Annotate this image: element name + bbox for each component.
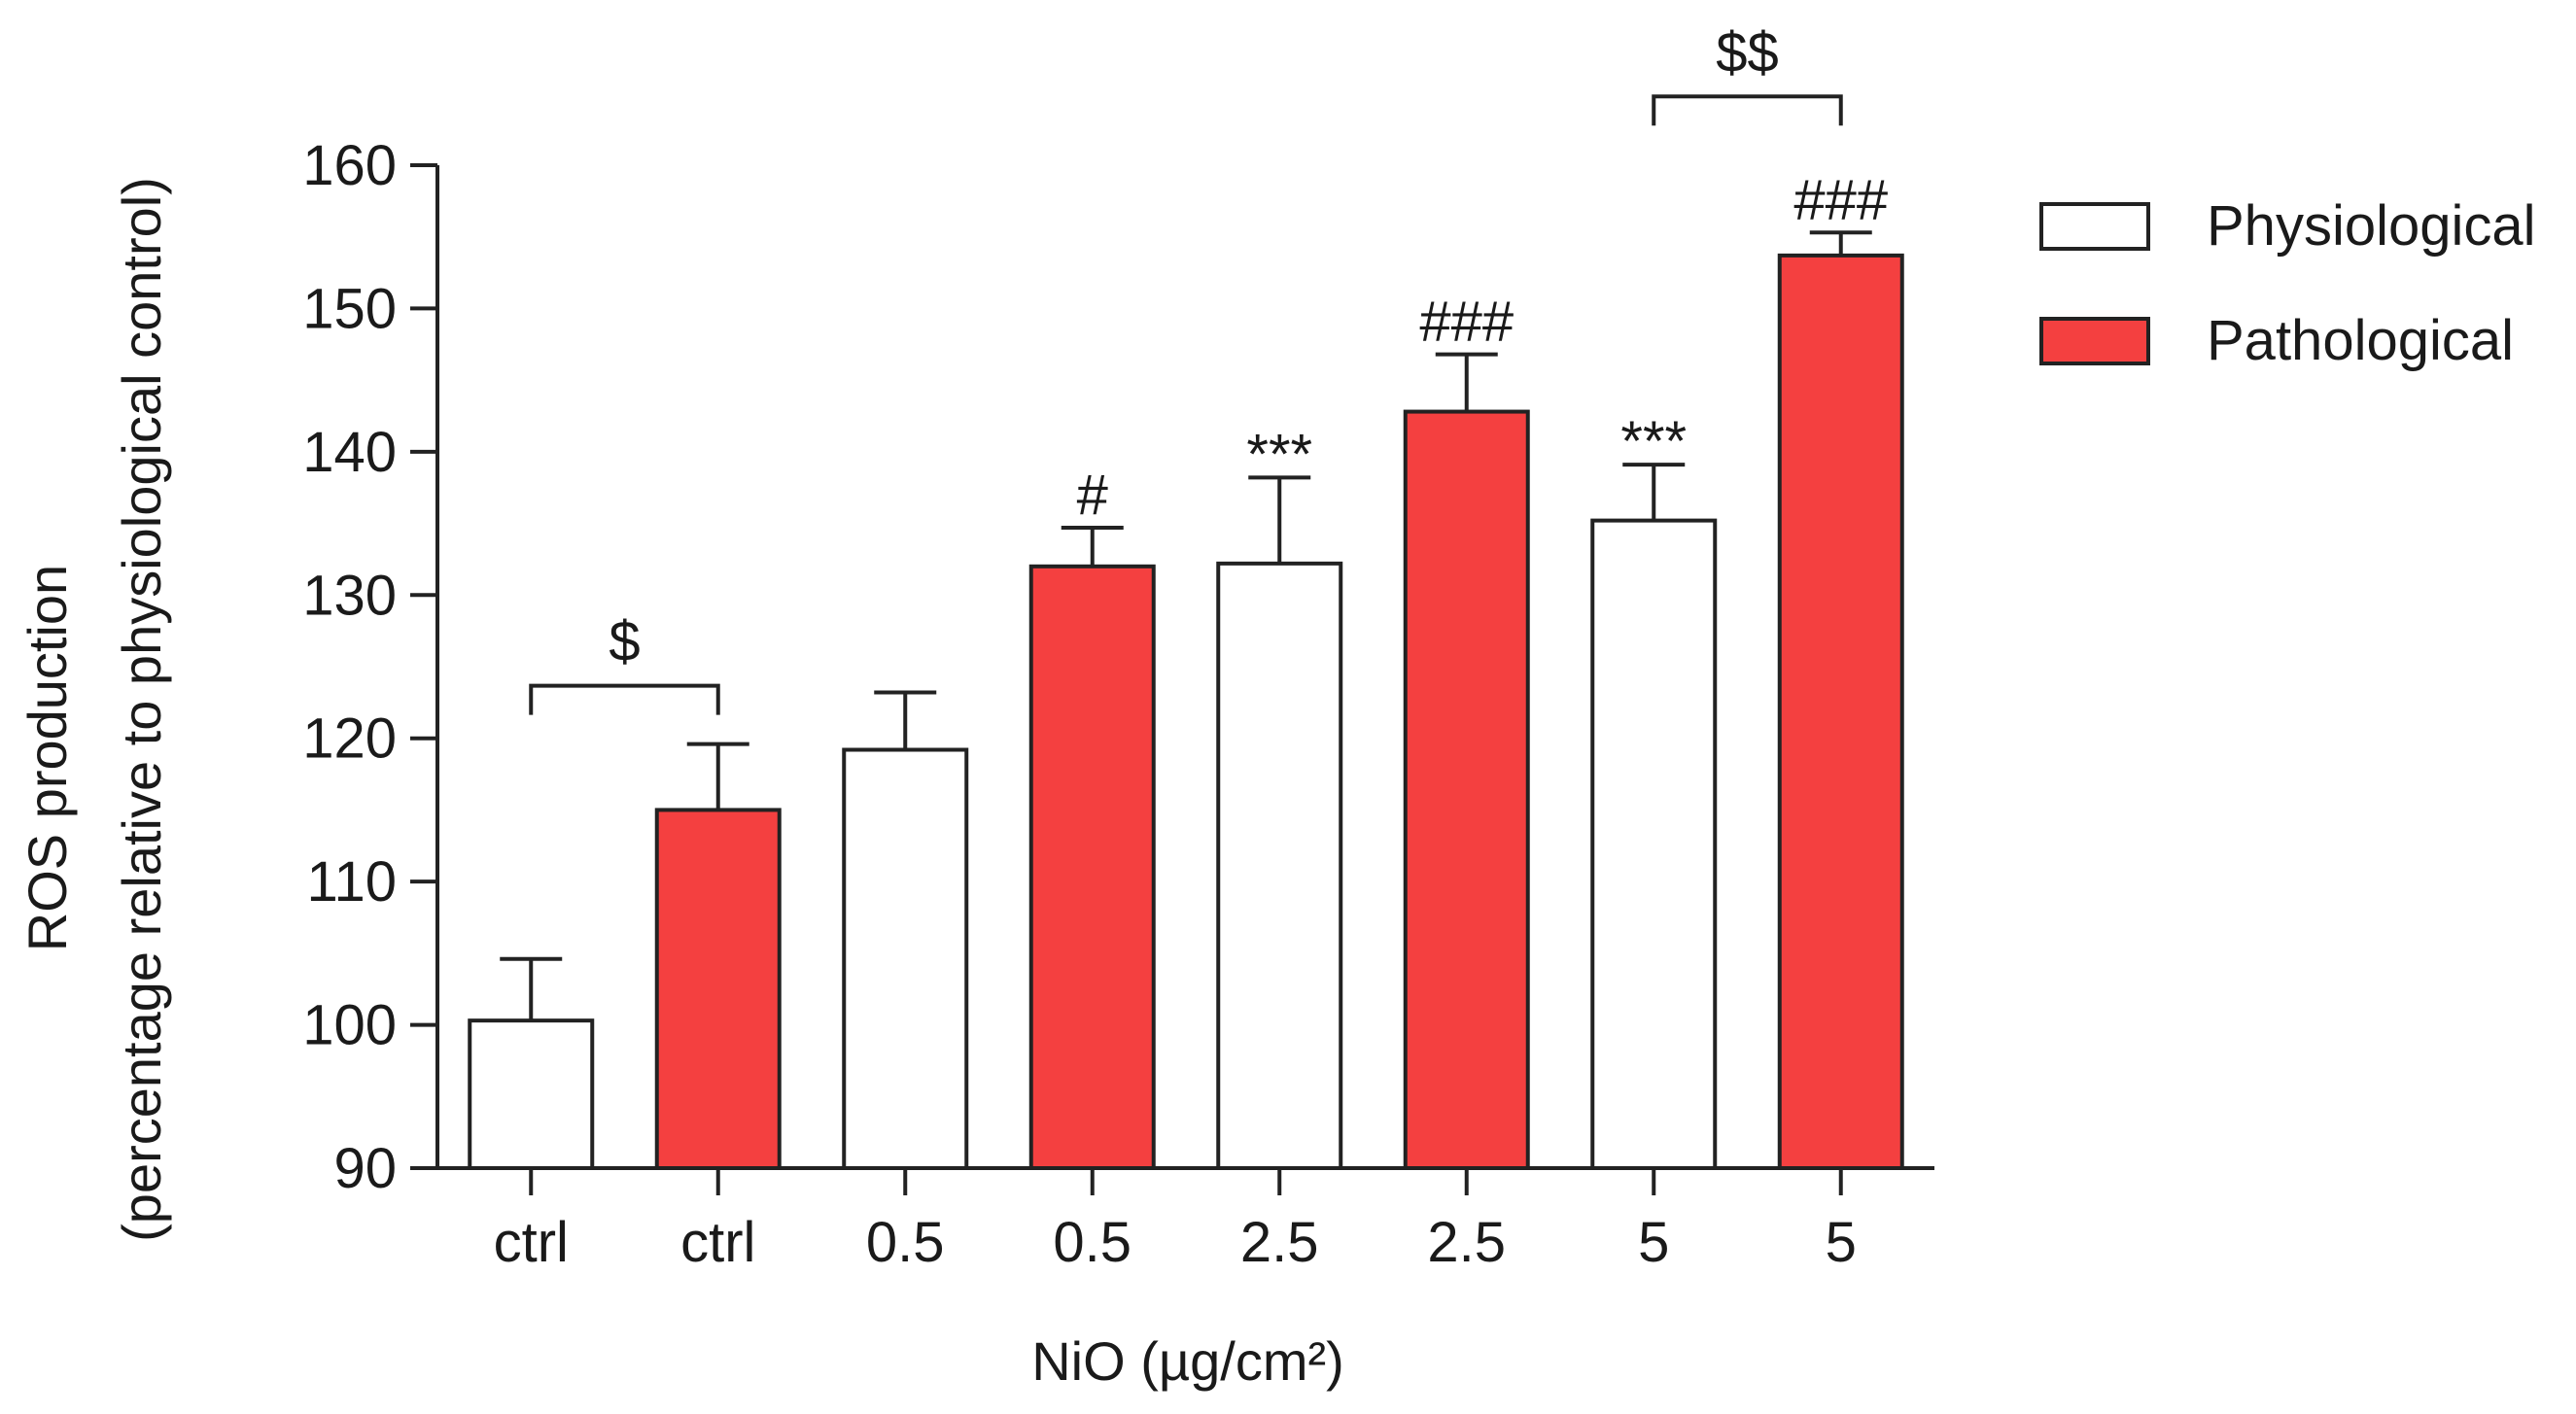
y-axis-title-line2: (percentage relative to physiological co… [111, 177, 172, 1242]
significance-annotations: #***###***###$$$ [529, 20, 1888, 715]
x-tick-label: 0.5 [1053, 1211, 1131, 1274]
legend-label-physiological: Physiological [2207, 194, 2536, 258]
x-tick-label: 0.5 [866, 1211, 945, 1274]
bar-pathological-ctrl [654, 808, 782, 1171]
y-tick-label: 140 [302, 421, 397, 484]
y-axis-title-line1: ROS production [17, 565, 78, 951]
comparison-bracket [1652, 94, 1843, 126]
significance-label: *** [1246, 423, 1312, 486]
x-axis-title: NiO (µg/cm²) [1031, 1330, 1344, 1392]
legend-swatch-pathological [2039, 317, 2150, 365]
x-tick-label: 2.5 [1427, 1211, 1506, 1274]
bars [468, 230, 1904, 1171]
y-tick-label: 110 [307, 850, 397, 914]
legend-label-pathological: Pathological [2207, 309, 2514, 372]
bar-physiological-5 [1590, 518, 1718, 1170]
y-axis: 90 100 110 120 130 140 150 160 [302, 134, 439, 1200]
y-tick-label: 150 [302, 277, 397, 340]
bar-pathological-5 [1777, 253, 1904, 1170]
legend-swatch-physiological [2039, 202, 2150, 251]
x-tick-label: 5 [1638, 1211, 1669, 1274]
x-tick-label: ctrl [680, 1211, 755, 1274]
comparison-label: $$ [1716, 20, 1779, 84]
significance-label: # [1077, 464, 1108, 527]
y-tick-label: 100 [302, 994, 397, 1057]
significance-label: ### [1793, 168, 1888, 231]
bar-physiological-ctrl [468, 1018, 595, 1170]
bar-physiological-0.5 [842, 747, 969, 1170]
x-tick-label: 5 [1826, 1211, 1857, 1274]
y-tick-label: 120 [302, 707, 397, 771]
legend: Physiological Pathological [2039, 194, 2536, 372]
y-tick-label: 90 [333, 1137, 397, 1200]
bar-physiological-2.5 [1216, 561, 1343, 1170]
x-tick-label: ctrl [494, 1211, 569, 1274]
comparison-label: $ [609, 610, 640, 673]
y-tick-label: 160 [302, 134, 397, 197]
comparison-bracket [529, 683, 720, 715]
bar-pathological-2.5 [1403, 409, 1530, 1170]
significance-label: ### [1419, 291, 1514, 354]
y-tick-label: 130 [302, 564, 397, 627]
significance-label: *** [1620, 410, 1687, 473]
bar-pathological-0.5 [1028, 564, 1156, 1170]
x-axis: ctrl ctrl 0.5 0.5 2.5 2.5 5 5 [437, 1166, 1934, 1274]
x-tick-label: 2.5 [1240, 1211, 1319, 1274]
